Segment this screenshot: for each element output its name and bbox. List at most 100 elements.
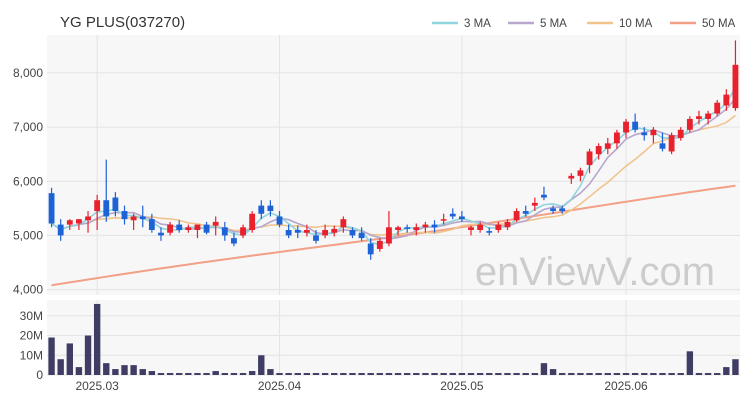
volume-bar: [540, 363, 548, 375]
volume-bar: [595, 373, 602, 375]
moving-average-lines: [51, 86, 737, 287]
candle-body: [495, 224, 502, 230]
volume-bar: [358, 373, 365, 375]
candle-body: [732, 64, 739, 109]
volume-bar: [267, 369, 274, 375]
volume-bar: [513, 373, 520, 375]
volume-bar: [212, 371, 219, 375]
price-tick-label: 4,000: [13, 283, 43, 297]
candle-body: [75, 219, 82, 224]
candle-body: [167, 224, 174, 233]
candle-body: [267, 205, 274, 212]
candle-body: [158, 232, 164, 236]
candle-body: [148, 219, 155, 230]
volume-bar: [221, 373, 229, 375]
candle-body: [413, 227, 420, 230]
price-tick-label: 7,000: [13, 120, 43, 134]
candle-body: [422, 224, 429, 228]
candle-body: [212, 221, 219, 226]
volume-bar: [239, 373, 247, 375]
volume-bar: [577, 373, 584, 375]
volume-bar: [613, 373, 621, 375]
price-tick-label: 8,000: [13, 66, 43, 80]
chart-title: YG PLUS(037270): [60, 14, 185, 31]
candle-body: [696, 116, 702, 119]
volume-tick-label: 10M: [20, 348, 43, 362]
candle-body: [221, 227, 228, 236]
price-tick-label: 5,000: [13, 228, 43, 242]
volume-bar: [340, 373, 347, 375]
date-tick-label: 2025.03: [75, 379, 119, 393]
candle-body: [586, 151, 593, 165]
volume-bar: [604, 373, 611, 375]
candle-body: [367, 243, 374, 255]
candle-body: [477, 224, 484, 230]
watermark: enViewV.com: [475, 250, 715, 294]
volume-bar: [659, 373, 666, 375]
volume-tick-label: 30M: [20, 309, 43, 323]
candle-body: [440, 219, 447, 221]
candle-body: [705, 113, 712, 119]
candle-body: [249, 213, 256, 230]
volume-bar: [714, 373, 721, 375]
candle-body: [340, 219, 347, 228]
candle-body: [595, 146, 602, 155]
volume-bar: [157, 373, 165, 375]
candle-body: [85, 216, 91, 221]
candle-body: [632, 121, 639, 130]
candle-body: [322, 230, 329, 236]
date-tick-label: 2025.06: [604, 379, 648, 393]
volume-bar: [194, 373, 201, 375]
volume-bar: [75, 367, 83, 375]
candle-body: [258, 205, 265, 214]
price-axis: 4,000 5,000 6,000 7,000 8,000: [13, 66, 43, 297]
volume-bar: [732, 359, 739, 375]
candle-body: [313, 235, 319, 241]
candle-body: [240, 227, 246, 236]
volume-bar: [376, 373, 384, 375]
volume-bar: [486, 373, 493, 375]
volume-bar: [248, 371, 256, 375]
candle-body: [513, 211, 520, 221]
legend-label: 3 MA: [464, 18, 491, 30]
volume-bar: [631, 373, 639, 375]
candle-body: [294, 230, 301, 233]
volume-bar: [385, 373, 393, 375]
candle-body: [550, 208, 556, 212]
volume-bar: [723, 367, 730, 375]
volume-bar: [185, 373, 192, 375]
candle-body: [404, 227, 411, 229]
volume-bar: [258, 355, 265, 375]
volume-axis: 0 10M 20M 30M: [20, 309, 44, 382]
volume-bar: [586, 373, 593, 375]
volume-bar: [331, 373, 338, 375]
volume-bar: [84, 335, 92, 375]
volume-bar: [495, 373, 502, 375]
candle-body: [686, 118, 693, 130]
ma-5-line: [51, 97, 737, 241]
candle-body: [276, 216, 283, 225]
legend: 3 MA 5 MA 10 MA 50 MA: [432, 18, 736, 30]
candle-body: [94, 200, 101, 212]
candle-body: [203, 224, 210, 233]
candle-body: [668, 135, 675, 152]
volume-bar: [203, 373, 210, 375]
candle-body: [185, 227, 192, 230]
candle-body: [568, 175, 575, 179]
candle-body: [331, 228, 338, 233]
volume-bar: [66, 343, 73, 375]
volume-bar: [48, 337, 55, 375]
candle-body: [395, 227, 401, 230]
volume-bar: [367, 373, 374, 375]
volume-bar: [303, 373, 311, 375]
candle-body: [57, 224, 64, 236]
candle-body: [604, 143, 611, 149]
candle-body: [386, 227, 392, 244]
candle-body: [130, 216, 137, 221]
volume-bar: [103, 363, 110, 375]
candle-body: [659, 143, 666, 149]
volume-bar: [130, 365, 137, 375]
candle-body: [449, 213, 456, 217]
volume-bar: [321, 373, 329, 375]
price-tick-label: 6,000: [13, 174, 43, 188]
